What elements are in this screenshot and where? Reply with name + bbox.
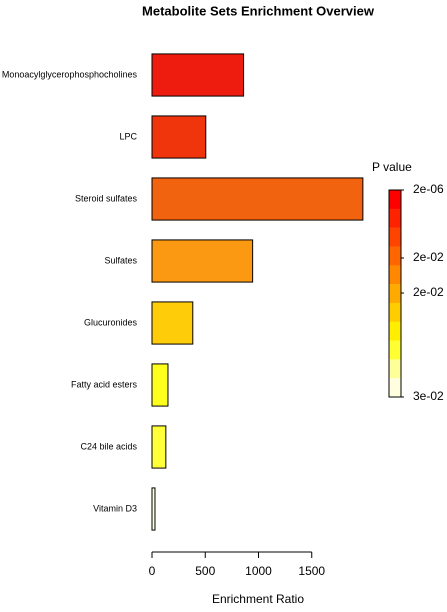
legend-swatch: [389, 302, 401, 323]
y-tick-label: Glucuronides: [84, 317, 138, 327]
bar: [151, 301, 194, 345]
y-tick-label: Monoacylglycerophosphocholines: [2, 69, 138, 79]
y-tick-label: LPC: [119, 131, 137, 141]
legend-swatch: [389, 246, 401, 266]
legend-swatch: [389, 227, 401, 247]
y-tick-label: Sulfates: [104, 255, 137, 265]
x-axis-title: Enrichment Ratio: [212, 592, 304, 606]
y-tick-label: Fatty acid esters: [71, 379, 138, 389]
legend-label: 2e-02: [413, 250, 444, 264]
legend-swatch: [389, 284, 401, 304]
bar: [151, 363, 169, 407]
legend-swatch: [389, 378, 401, 398]
legend-swatch: [389, 190, 401, 210]
legend-swatch: [389, 321, 401, 341]
x-tick-label: 500: [195, 564, 215, 578]
x-tick-label: 1000: [245, 564, 272, 578]
legend-swatch: [389, 208, 401, 228]
bar: [151, 425, 167, 469]
chart-title: Metabolite Sets Enrichment Overview: [142, 3, 375, 18]
legend-label: 2e-02: [413, 285, 444, 299]
legend-swatch: [389, 265, 401, 285]
legend-label: 3e-02: [413, 389, 444, 403]
bar: [151, 115, 207, 159]
y-tick-label: C24 bile acids: [80, 441, 137, 451]
legend-label: 2e-06: [413, 182, 444, 196]
legend-title: P value: [372, 160, 412, 174]
bar: [151, 177, 364, 221]
y-tick-label: Vitamin D3: [93, 503, 137, 513]
legend-swatch: [389, 340, 401, 360]
bar: [151, 53, 245, 97]
x-tick-label: 0: [149, 564, 156, 578]
legend-swatch: [389, 359, 401, 379]
bar: [151, 239, 254, 283]
x-tick-label: 1500: [298, 564, 325, 578]
y-tick-label: Steroid sulfates: [75, 193, 138, 203]
bar: [151, 487, 156, 531]
